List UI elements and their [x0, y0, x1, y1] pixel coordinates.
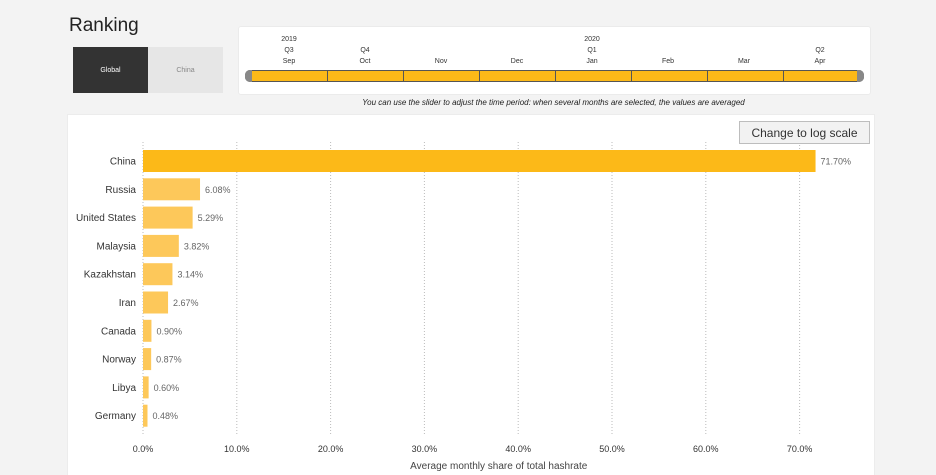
x-tick-label: 60.0%	[693, 444, 719, 454]
x-tick-label: 50.0%	[599, 444, 625, 454]
region-toggle[interactable]: Global China	[73, 47, 223, 93]
value-label: 5.29%	[198, 213, 224, 223]
bar	[143, 376, 149, 399]
month-label: Apr	[814, 58, 826, 65]
value-label: 0.87%	[156, 355, 182, 365]
month-divider	[327, 71, 328, 81]
month-label: Mar	[737, 58, 751, 65]
month-divider	[403, 71, 404, 81]
x-tick-label: 40.0%	[505, 444, 531, 454]
country-label: Canada	[101, 326, 136, 337]
country-label: China	[110, 157, 137, 168]
bar	[143, 263, 173, 286]
x-tick-label: 30.0%	[412, 444, 438, 454]
country-label: Kazakhstan	[84, 270, 136, 281]
month-label: Nov	[434, 58, 448, 65]
value-label: 0.60%	[154, 383, 180, 393]
value-label: 6.08%	[205, 185, 231, 195]
country-label: Malaysia	[97, 241, 137, 252]
country-label: Russia	[105, 185, 136, 196]
china-toggle-button[interactable]: China	[148, 47, 223, 93]
country-label: Germany	[95, 411, 136, 422]
bar	[143, 348, 152, 371]
bar	[143, 150, 816, 172]
month-divider	[707, 71, 708, 81]
slider-hint: You can use the slider to adjust the tim…	[362, 98, 745, 107]
quarter-label: Q2	[815, 47, 825, 54]
value-label: 0.48%	[153, 411, 179, 421]
country-label: Norway	[102, 355, 136, 366]
bar	[143, 206, 193, 229]
year-label: 2020	[584, 36, 600, 43]
country-label: United States	[76, 213, 136, 224]
month-label: Oct	[359, 58, 371, 65]
bar	[143, 291, 169, 314]
time-range-slider[interactable]	[245, 70, 864, 82]
month-label: Dec	[510, 58, 524, 65]
year-label: 2019	[281, 36, 297, 43]
month-divider	[555, 71, 556, 81]
country-label: Iran	[119, 298, 136, 309]
value-label: 0.90%	[156, 326, 182, 336]
quarter-label: Q4	[360, 47, 370, 54]
bar	[143, 319, 152, 342]
bar	[143, 404, 148, 427]
x-tick-label: 0.0%	[133, 444, 154, 454]
slider-start-handle[interactable]	[245, 70, 252, 82]
page-title: Ranking	[69, 15, 139, 36]
global-toggle-button[interactable]: Global	[73, 47, 148, 93]
value-label: 2.67%	[173, 298, 199, 308]
month-divider	[783, 71, 784, 81]
chart-panel	[67, 114, 875, 475]
month-label: Sep	[282, 58, 296, 65]
bar	[143, 178, 201, 201]
x-tick-label: 70.0%	[787, 444, 813, 454]
quarter-label: Q3	[284, 47, 294, 54]
time-slider-panel: 2019 2020 Q3 Q4 Q1 Q2 Sep Oct Nov Dec Ja…	[238, 26, 871, 95]
value-label: 3.14%	[177, 270, 203, 280]
slider-end-handle[interactable]	[857, 70, 864, 82]
x-tick-label: 10.0%	[224, 444, 250, 454]
log-scale-button[interactable]: Change to log scale	[739, 121, 870, 144]
month-label: Jan	[586, 58, 598, 65]
quarter-label: Q1	[587, 47, 597, 54]
month-divider	[479, 71, 480, 81]
x-axis-label: Average monthly share of total hashrate	[410, 461, 588, 472]
month-divider	[631, 71, 632, 81]
country-label: Libya	[112, 383, 136, 394]
value-label: 3.82%	[184, 241, 210, 251]
bar	[143, 234, 179, 257]
month-label: Feb	[661, 58, 675, 65]
x-tick-label: 20.0%	[318, 444, 344, 454]
value-label: 71.70%	[821, 157, 852, 167]
